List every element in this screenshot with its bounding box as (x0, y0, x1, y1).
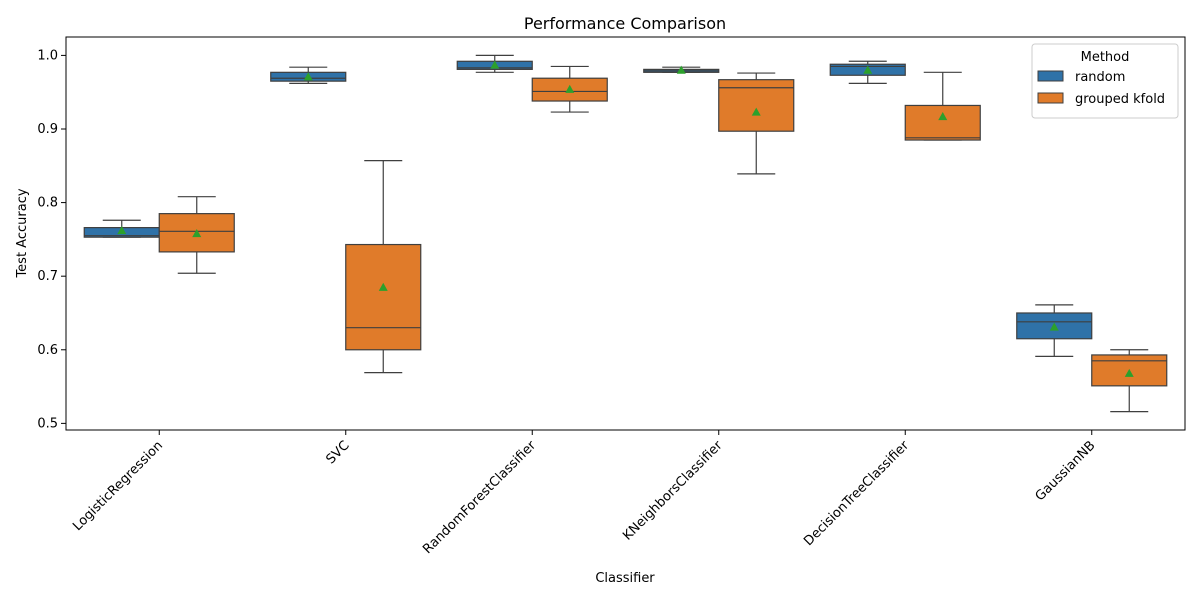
mean-marker (565, 84, 575, 93)
y-tick-label: 0.9 (37, 122, 58, 137)
y-axis: 0.5 0.6 0.7 0.8 0.9 1.0 (37, 48, 66, 431)
legend-swatch-random (1037, 70, 1064, 82)
plot-area (83, 54, 1168, 413)
mean-marker (938, 111, 948, 121)
mean-marker (192, 229, 202, 238)
y-tick-label: 1.0 (37, 48, 58, 63)
mean-marker (863, 65, 873, 74)
box-random-5 (1016, 304, 1093, 358)
chart-title: Performance Comparison (524, 14, 726, 33)
box-grouped-kfold-1 (345, 160, 422, 374)
x-tick-label: SVC (323, 438, 352, 467)
mean-marker (676, 65, 686, 74)
x-axis: LogisticRegression SVC RandomForestClassif… (70, 430, 1099, 557)
y-tick-label: 0.8 (37, 196, 58, 211)
y-tick-label: 0.5 (37, 416, 58, 431)
x-tick-label: RandomForestClassifier (420, 438, 539, 557)
box-random-3 (643, 65, 720, 74)
y-axis-label: Test Accuracy (15, 188, 30, 278)
mean-marker (303, 72, 313, 81)
y-tick-label: 0.6 (37, 343, 58, 358)
box-body (345, 243, 422, 351)
x-tick-label: DecisionTreeClassifier (801, 438, 912, 549)
mean-marker (751, 107, 761, 116)
legend-frame (1031, 43, 1179, 119)
x-tick-label: KNeighborsClassifier (620, 438, 726, 544)
legend-swatch-grouped-kfold (1037, 92, 1064, 104)
axes-frame (65, 36, 1186, 431)
box-body (904, 104, 981, 141)
mean-marker (378, 282, 388, 291)
mean-marker (490, 60, 500, 69)
box-grouped-kfold-5 (1091, 349, 1168, 413)
box-grouped-kfold-3 (718, 72, 795, 175)
y-tick-label: 0.7 (37, 269, 58, 284)
mean-marker (1124, 368, 1134, 377)
legend-label-grouped-kfold: grouped kfold (1075, 92, 1165, 107)
legend: Method random grouped kfold (1031, 43, 1179, 119)
x-axis-label: Classifier (595, 571, 655, 586)
box-random-2 (456, 54, 533, 73)
box-grouped-kfold-4 (904, 71, 981, 141)
box-random-1 (270, 66, 347, 84)
x-tick-label: GaussianNB (1033, 438, 1099, 504)
box-random-4 (829, 60, 906, 84)
legend-label-random: random (1075, 70, 1125, 85)
box-grouped-kfold-2 (531, 65, 608, 113)
legend-title: Method (1081, 50, 1130, 65)
x-tick-label: LogisticRegression (70, 438, 166, 534)
box-grouped-kfold-0 (158, 196, 235, 274)
mean-marker (1049, 322, 1059, 331)
mean-marker (117, 226, 127, 235)
box-random-0 (83, 219, 160, 238)
